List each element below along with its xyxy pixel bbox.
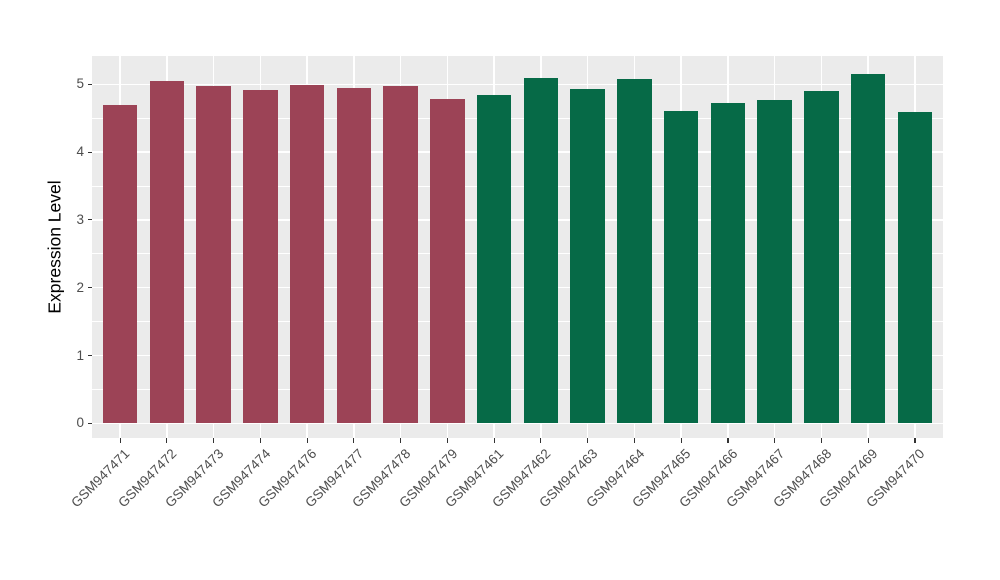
x-tick: [727, 438, 729, 443]
x-tick: [213, 438, 215, 443]
x-tick: [774, 438, 776, 443]
x-tick: [540, 438, 542, 443]
x-tick: [119, 438, 121, 443]
x-tick: [820, 438, 823, 443]
bar-GSM947463: [570, 89, 605, 424]
bar-GSM947478: [383, 86, 418, 424]
major-gridline: [92, 151, 943, 153]
y-tick-label: 4: [76, 144, 84, 160]
major-gridline: [92, 219, 943, 221]
x-tick: [680, 438, 682, 443]
bar-GSM947465: [663, 110, 699, 424]
y-tick-label: 1: [76, 347, 84, 363]
bar-GSM947474: [243, 90, 278, 424]
x-tick: [914, 438, 916, 443]
y-tick-label: 0: [76, 415, 84, 431]
minor-gridline: [92, 389, 943, 390]
y-tick: [87, 355, 92, 357]
bar-GSM947461: [476, 95, 512, 424]
x-tick: [587, 438, 589, 443]
x-tick: [306, 438, 308, 443]
major-gridline: [92, 286, 943, 289]
y-tick-label: 2: [76, 279, 84, 295]
y-tick: [87, 287, 92, 289]
bar-GSM947462: [523, 78, 559, 424]
minor-gridline: [92, 185, 943, 187]
bar-GSM947471: [102, 104, 138, 424]
bar-GSM947477: [336, 87, 372, 424]
bar-GSM947472: [149, 80, 185, 424]
x-tick: [493, 438, 495, 443]
bar-GSM947464: [617, 78, 652, 424]
major-gridline: [92, 354, 943, 357]
y-tick-label: 3: [76, 211, 84, 227]
x-tick: [259, 438, 261, 443]
bar-GSM947469: [850, 74, 886, 424]
x-tick: [867, 438, 869, 443]
bar-GSM947473: [196, 86, 231, 424]
minor-gridline: [92, 321, 943, 322]
x-tick: [353, 438, 355, 443]
y-tick: [87, 83, 92, 85]
plot-panel: [92, 56, 943, 438]
major-gridline: [92, 83, 943, 86]
x-tick: [446, 438, 448, 443]
y-tick: [87, 219, 92, 221]
major-gridline: [92, 422, 943, 425]
bar-GSM947468: [804, 91, 839, 424]
bar-GSM947476: [289, 84, 325, 424]
x-tick: [166, 438, 168, 443]
y-tick: [87, 422, 92, 424]
bar-GSM947479: [430, 99, 465, 424]
bar-GSM947467: [757, 99, 792, 424]
bar-GSM947470: [897, 112, 933, 424]
x-tick: [633, 438, 635, 443]
x-tick: [400, 438, 402, 443]
bar-GSM947466: [710, 102, 746, 424]
minor-gridline: [92, 117, 943, 119]
minor-gridline: [92, 253, 943, 255]
y-tick: [87, 151, 92, 153]
y-tick-label: 5: [76, 76, 84, 92]
